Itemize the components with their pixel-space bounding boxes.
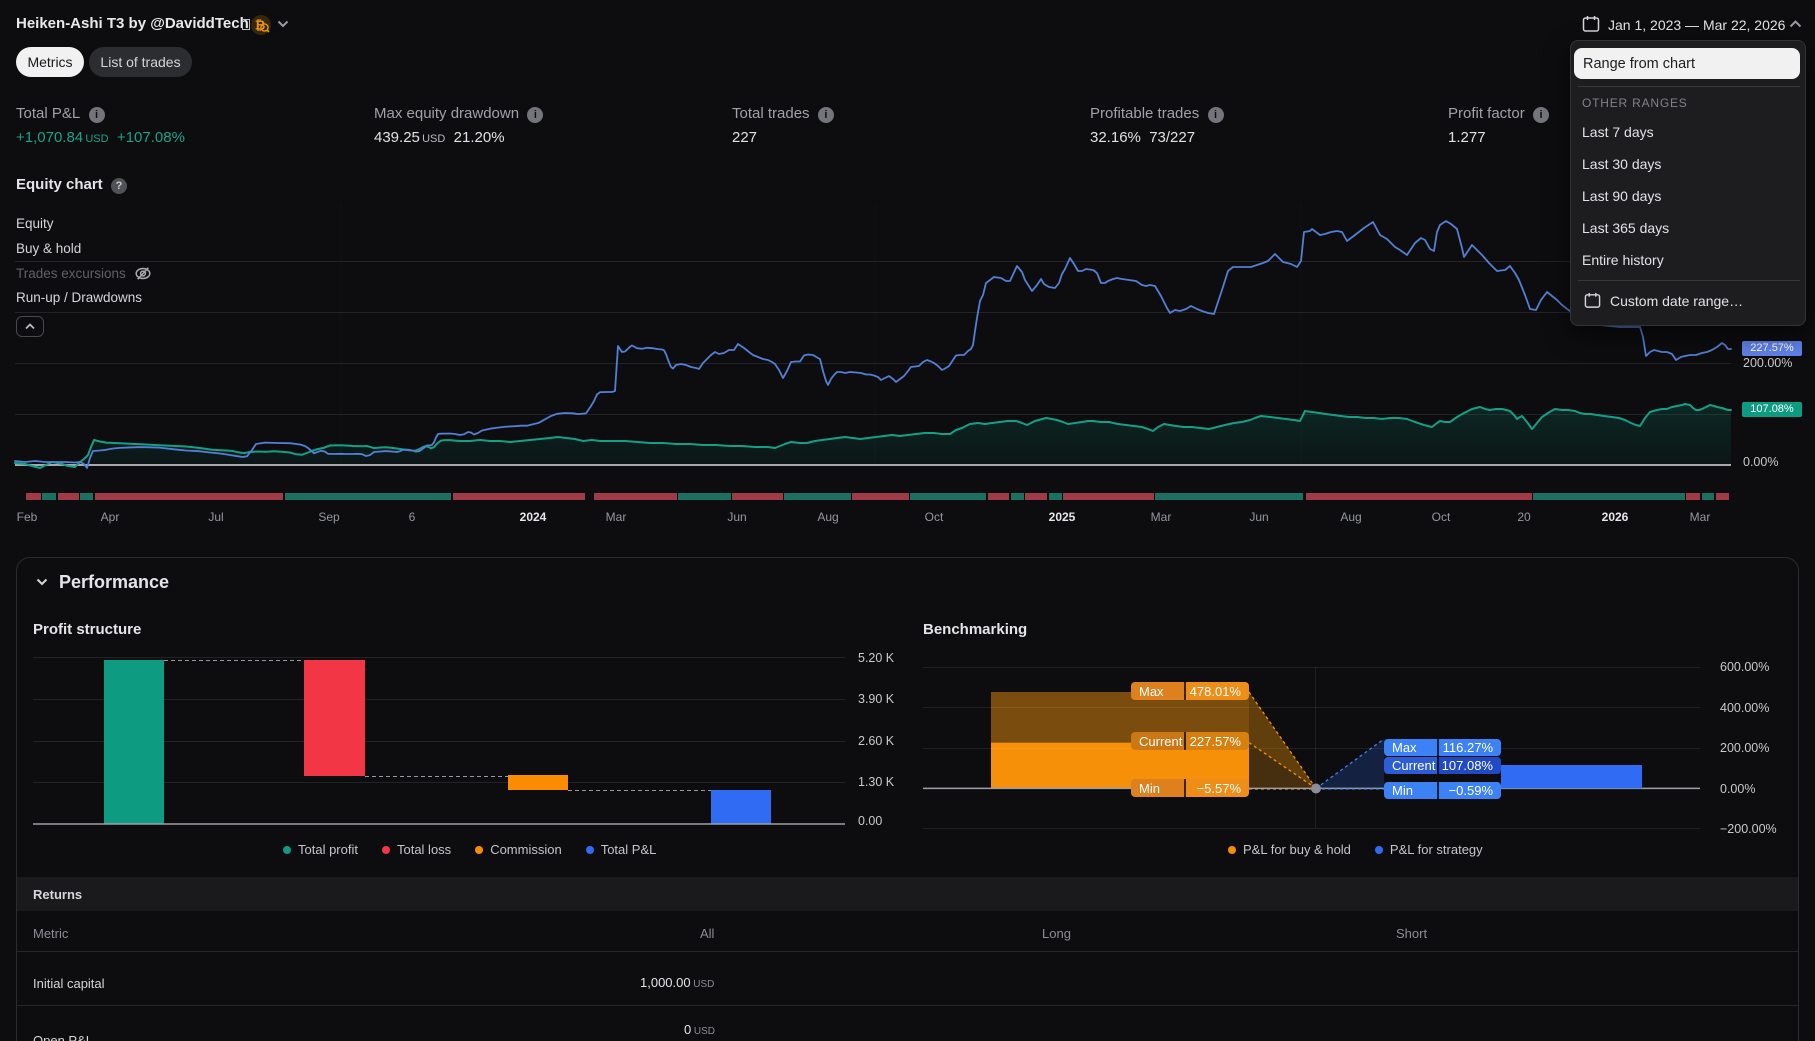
svg-text:₿: ₿	[255, 18, 266, 33]
